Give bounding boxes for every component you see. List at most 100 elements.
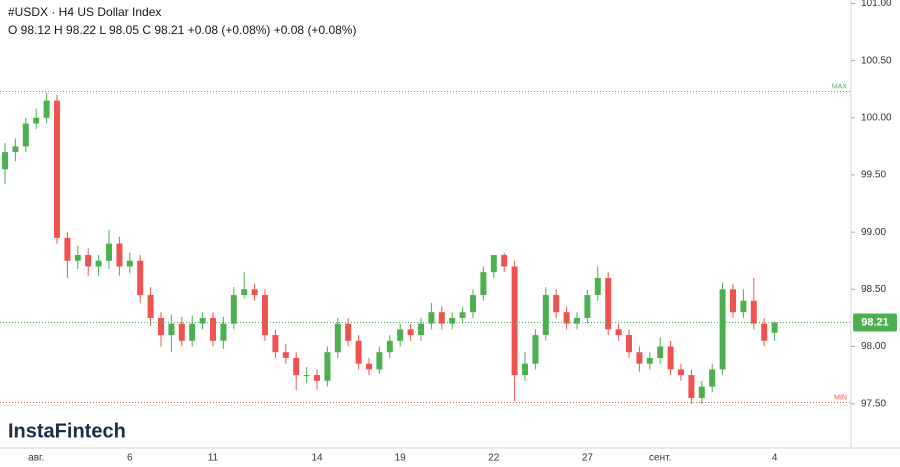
candle-body	[407, 329, 414, 336]
candle-body	[241, 289, 248, 296]
candle-body	[158, 317, 164, 336]
candle-body	[85, 255, 92, 267]
candle-body	[719, 289, 726, 370]
candle-body	[709, 369, 716, 387]
candle-body	[334, 323, 341, 353]
candle-body	[678, 369, 684, 376]
candle-body	[314, 375, 320, 381]
candle-body	[386, 340, 393, 353]
candle-body	[667, 346, 674, 370]
candle-body	[594, 277, 601, 296]
candle-body	[397, 329, 404, 341]
candle-body	[740, 300, 747, 313]
x-tick-label: сент.	[649, 453, 671, 464]
candle-body	[324, 352, 331, 381]
candle-body	[22, 123, 29, 147]
candle-body	[137, 260, 144, 296]
y-tick-label: 100.50	[861, 55, 892, 66]
candle-body	[750, 300, 757, 324]
candle-body	[54, 100, 60, 238]
candle-body	[646, 357, 653, 364]
candle-body	[272, 335, 279, 353]
candle-body	[262, 295, 268, 336]
candle-body	[126, 260, 133, 267]
candle-body	[230, 295, 237, 324]
min-line-label: MIN	[834, 394, 847, 401]
x-tick-label: 4	[772, 453, 778, 464]
y-tick-label: 99.00	[861, 227, 886, 238]
x-tick-label: 14	[311, 453, 323, 464]
candle-body	[210, 317, 216, 341]
candle-body	[293, 357, 300, 376]
candle-body	[771, 322, 778, 333]
x-tick-label: авг.	[28, 453, 44, 464]
candle-body	[43, 100, 50, 118]
candle-body	[12, 146, 19, 153]
candle-body	[688, 375, 695, 398]
candle-body	[626, 335, 632, 353]
candle-body	[74, 255, 81, 261]
candle-body	[501, 255, 508, 267]
y-tick-label: 98.50	[861, 284, 886, 295]
candle-body	[563, 312, 570, 324]
candle-body	[459, 312, 466, 318]
candle-body	[376, 352, 383, 370]
y-tick-label: 101.00	[861, 0, 892, 9]
chart-title: #USDX · H4 US Dollar Index	[8, 5, 161, 19]
candle-body	[522, 363, 528, 376]
candle-body	[449, 317, 456, 324]
last-price-label: 98.21	[861, 316, 889, 328]
candle-body	[574, 317, 580, 324]
candle-body	[33, 117, 40, 124]
candle-body	[251, 289, 258, 296]
candle-body	[147, 295, 154, 318]
x-tick-label: 19	[395, 453, 407, 464]
last-price-tag	[853, 313, 897, 332]
candle-body	[428, 312, 435, 324]
candle-body	[178, 323, 185, 341]
candle-body	[542, 295, 549, 336]
candle-body	[189, 323, 196, 341]
candle-body	[116, 243, 123, 267]
candle-body	[698, 386, 705, 398]
x-tick-label: 6	[127, 453, 133, 464]
watermark: InstaFintech	[8, 420, 126, 442]
candle-body	[64, 237, 71, 261]
candle-body	[584, 295, 591, 318]
candle-body	[355, 340, 362, 364]
candle-body	[730, 289, 736, 313]
x-tick-label: 27	[582, 453, 594, 464]
candle-body	[106, 243, 112, 261]
ohlc-line: O 98.12 H 98.22 L 98.05 C 98.21 +0.08 (+…	[8, 23, 356, 37]
candle-body	[532, 335, 539, 364]
candle-body	[438, 312, 445, 324]
candle-body	[220, 323, 227, 341]
x-tick-label: 22	[488, 453, 500, 464]
candle-body	[605, 277, 612, 330]
candle-body	[761, 323, 768, 341]
x-tick-label: 11	[208, 453, 219, 464]
candle-body	[345, 323, 352, 341]
candle-body	[199, 317, 206, 324]
candle-body	[490, 255, 497, 273]
y-tick-label: 100.00	[861, 112, 892, 123]
candle-body	[636, 352, 643, 364]
candle-body	[657, 346, 664, 358]
candle-body	[95, 260, 102, 267]
y-tick-label: 99.50	[861, 170, 886, 181]
candle-body	[615, 329, 622, 336]
candle-body	[511, 266, 518, 376]
candle-body	[480, 272, 487, 296]
y-tick-label: 98.00	[861, 341, 886, 352]
candle-body	[2, 152, 8, 170]
candle-body	[168, 323, 175, 336]
y-tick-label: 97.50	[861, 398, 886, 409]
candle-body	[366, 363, 372, 370]
max-line-label: MAX	[832, 83, 848, 90]
candle-body	[470, 295, 476, 313]
candle-body	[303, 375, 310, 377]
candle-body	[553, 295, 560, 313]
candle-body	[282, 352, 289, 358]
